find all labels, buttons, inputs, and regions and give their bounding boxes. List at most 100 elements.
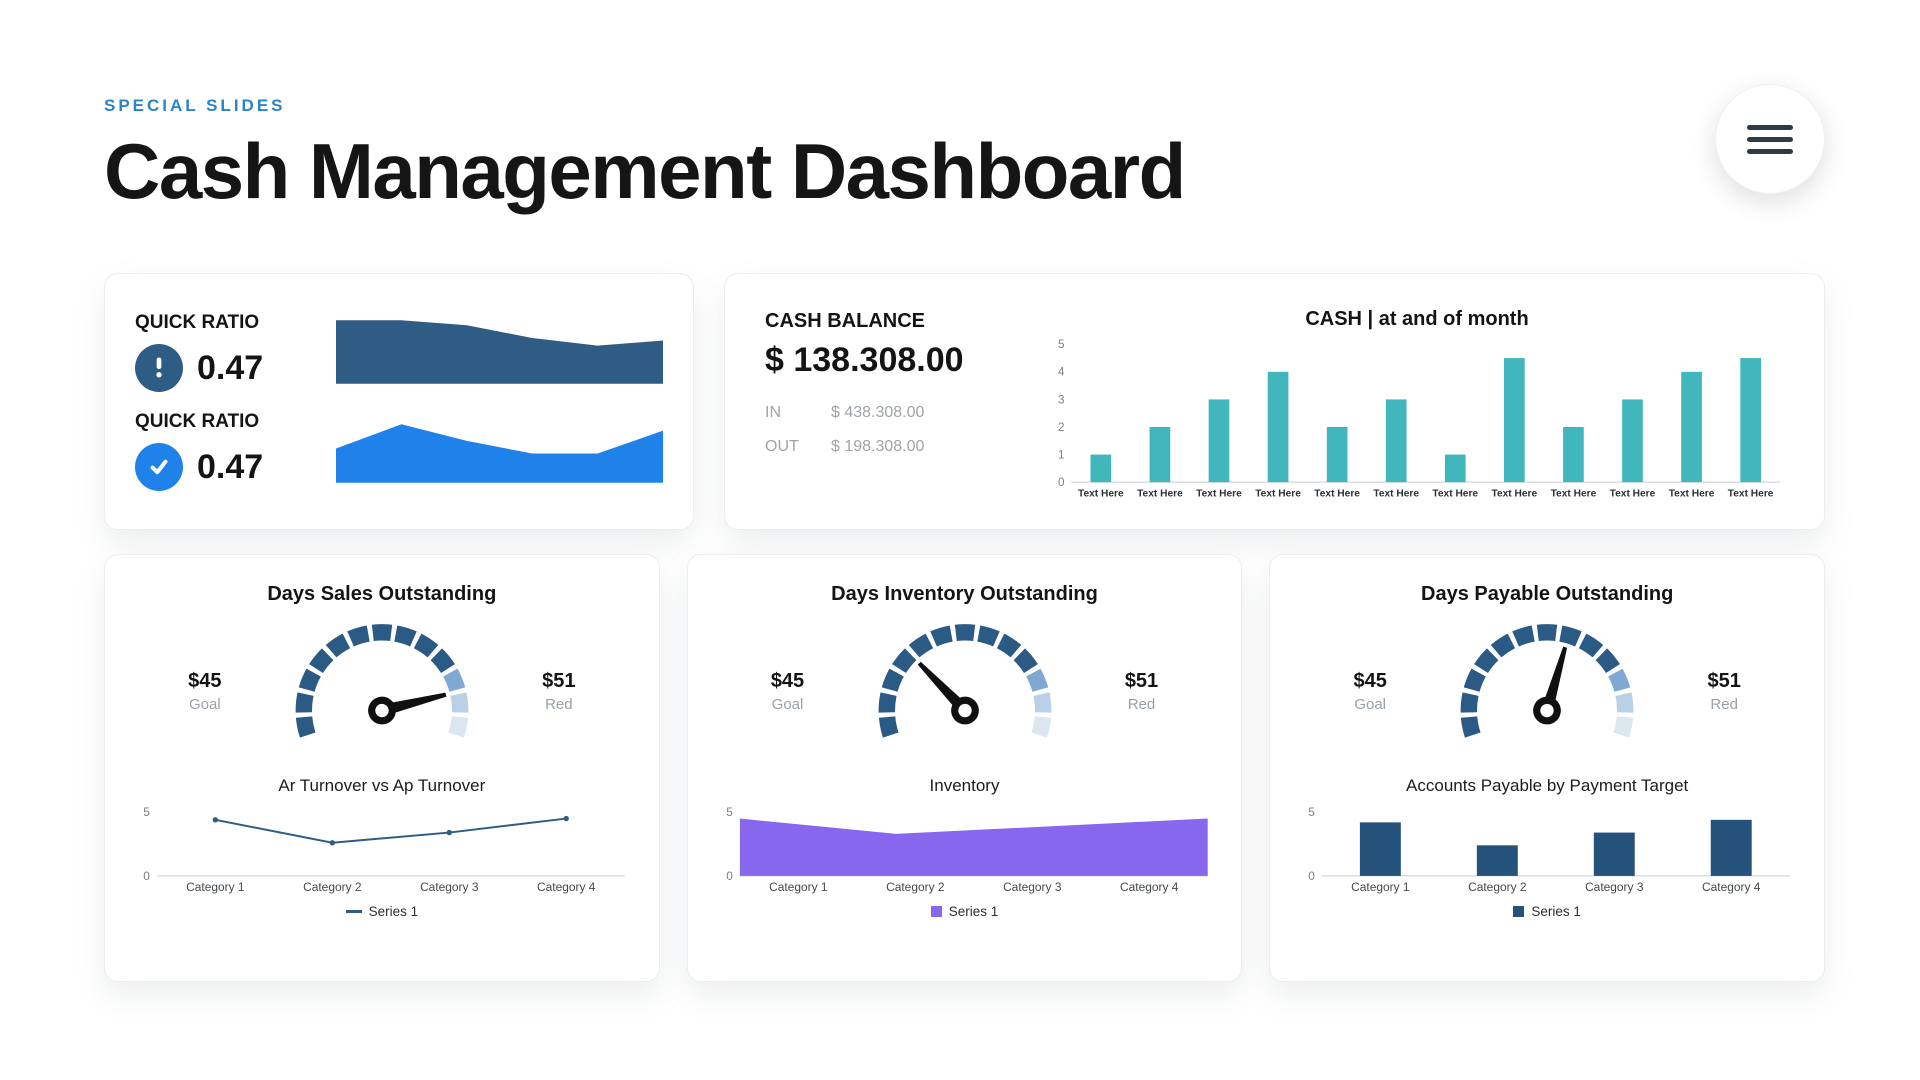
quick-ratio-sparkline-navy <box>336 320 663 384</box>
svg-text:Category 4: Category 4 <box>1120 880 1179 894</box>
page-title: Cash Management Dashboard <box>104 127 1186 215</box>
gauge-row: $45 Goal $51 Red <box>133 620 631 762</box>
quick-ratio-value-line: 0.47 <box>135 344 320 392</box>
svg-text:4: 4 <box>1058 366 1065 379</box>
cash-chart-block: CASH | at and of month 0 1 2 3 4 5 Text Here Te… <box>1048 308 1786 503</box>
check-icon <box>135 443 183 491</box>
svg-text:Text Here: Text Here <box>1373 489 1419 500</box>
svg-text:2: 2 <box>1058 421 1064 434</box>
legend-marker <box>930 906 942 917</box>
svg-text:Text Here: Text Here <box>1196 489 1242 500</box>
payable-bar-chart: 0 5 Category 1 Category 2 Category 3 Category… <box>1309 806 1791 894</box>
quick-ratio-value-line: 0.47 <box>135 443 320 491</box>
red-value: $51 <box>542 669 576 692</box>
card-title: Days Inventory Outstanding <box>831 583 1098 605</box>
goal-label: Goal <box>771 695 804 713</box>
cash-in-row: IN $ 438.308.00 <box>765 404 1020 422</box>
subchart-title: Inventory <box>929 776 1000 795</box>
svg-text:Text Here: Text Here <box>1492 489 1538 500</box>
quick-ratio-row: QUICK RATIO 0.47 <box>135 304 663 400</box>
alert-icon <box>135 344 183 392</box>
bottom-row: Days Sales Outstanding $45 Goal $51 Red … <box>104 554 1826 982</box>
quick-ratio-info: QUICK RATIO 0.47 <box>135 312 320 392</box>
svg-text:Category 1: Category 1 <box>186 880 245 894</box>
red-label: Red <box>545 695 573 713</box>
svg-text:Category 3: Category 3 <box>1003 880 1062 894</box>
card-title: Days Sales Outstanding <box>267 583 497 605</box>
svg-text:Text Here: Text Here <box>1255 489 1301 500</box>
svg-text:Text Here: Text Here <box>1669 489 1715 500</box>
gauge-row: $45 Goal $51 Red <box>1298 620 1796 762</box>
cash-in-value: $ 438.308.00 <box>831 404 925 421</box>
legend-marker <box>1513 906 1525 917</box>
svg-text:Category 2: Category 2 <box>886 880 945 894</box>
svg-text:Text Here: Text Here <box>1432 489 1478 500</box>
quick-ratio-label: QUICK RATIO <box>135 411 260 432</box>
svg-text:Category 2: Category 2 <box>303 880 362 894</box>
svg-text:Category 1: Category 1 <box>769 880 828 894</box>
svg-text:Text Here: Text Here <box>1551 489 1597 500</box>
dso-gauge-chart <box>295 624 469 738</box>
top-row: QUICK RATIO 0.47 QUICK R <box>104 273 1825 530</box>
card-title: Days Payable Outstanding <box>1421 583 1674 605</box>
quick-ratio-info: QUICK RATIO 0.47 <box>135 411 320 491</box>
red-label: Red <box>1127 695 1156 713</box>
goal-label: Goal <box>1354 695 1387 713</box>
svg-text:Category 4: Category 4 <box>1702 880 1761 894</box>
quick-ratio-row: QUICK RATIO 0.47 <box>135 403 663 499</box>
days-inventory-outstanding-card: Days Inventory Outstanding $45 Goal $51 … <box>686 554 1243 982</box>
red-block: $51 Red <box>1103 670 1181 713</box>
svg-text:Text Here: Text Here <box>1078 489 1124 500</box>
goal-block: $45 Goal <box>1331 670 1409 713</box>
goal-block: $45 Goal <box>749 670 827 713</box>
goal-block: $45 Goal <box>166 670 244 713</box>
goal-value: $45 <box>1353 669 1387 692</box>
red-block: $51 Red <box>1685 670 1763 713</box>
menu-button[interactable] <box>1715 84 1825 194</box>
cash-out-label: OUT <box>765 438 799 455</box>
quick-ratio-card: QUICK RATIO 0.47 QUICK R <box>104 273 694 530</box>
days-sales-outstanding-card: Days Sales Outstanding $45 Goal $51 Red … <box>104 554 660 982</box>
svg-text:Category 3: Category 3 <box>420 880 479 894</box>
red-value: $51 <box>1707 669 1741 692</box>
svg-text:Text Here: Text Here <box>1137 489 1183 500</box>
cash-balance-card: CASH BALANCE $ 138.308.00 IN $ 438.308.0… <box>724 273 1825 530</box>
legend: Series 1 <box>1298 904 1796 919</box>
goal-value: $45 <box>770 669 805 692</box>
svg-text:0: 0 <box>1058 476 1065 489</box>
goal-label: Goal <box>188 695 221 713</box>
legend-label: Series 1 <box>368 904 419 919</box>
subchart-title: Accounts Payable by Payment Target <box>1406 776 1689 795</box>
cash-in-label: IN <box>765 404 781 421</box>
legend: Series 1 <box>133 904 631 919</box>
hamburger-icon <box>1747 118 1793 161</box>
red-value: $51 <box>1124 669 1159 692</box>
dashboard-page: SPECIAL SLIDES Cash Management Dashboard… <box>104 84 1826 982</box>
svg-text:5: 5 <box>726 806 733 819</box>
svg-text:Category 1: Category 1 <box>1352 880 1411 894</box>
cash-chart-title: CASH | at and of month <box>1305 308 1529 330</box>
days-payable-outstanding-card: Days Payable Outstanding $45 Goal $51 Re… <box>1269 554 1826 982</box>
svg-text:0: 0 <box>143 869 150 883</box>
red-label: Red <box>1710 695 1738 713</box>
legend-marker <box>345 910 362 913</box>
gauge-row: $45 Goal $51 Red <box>716 620 1214 762</box>
svg-text:Category 3: Category 3 <box>1585 880 1644 894</box>
quick-ratio-sparkline-blue <box>336 424 663 483</box>
svg-text:5: 5 <box>143 806 150 819</box>
svg-text:5: 5 <box>1309 806 1316 819</box>
svg-text:5: 5 <box>1058 338 1064 351</box>
title-block: SPECIAL SLIDES Cash Management Dashboard <box>104 96 1186 217</box>
quick-ratio-label: QUICK RATIO <box>135 312 260 333</box>
quick-ratio-value: 0.47 <box>197 447 264 486</box>
svg-text:Text Here: Text Here <box>1610 489 1656 500</box>
cash-balance-label: CASH BALANCE <box>765 310 925 332</box>
svg-text:Text Here: Text Here <box>1728 489 1774 500</box>
legend: Series 1 <box>716 904 1214 919</box>
cash-out-row: OUT $ 198.308.00 <box>765 438 1020 456</box>
svg-text:3: 3 <box>1058 393 1064 406</box>
subchart-title: Ar Turnover vs Ap Turnover <box>278 776 486 795</box>
svg-text:1: 1 <box>1058 448 1064 461</box>
quick-ratio-value: 0.47 <box>197 348 264 387</box>
dio-gauge-chart <box>878 624 1051 738</box>
